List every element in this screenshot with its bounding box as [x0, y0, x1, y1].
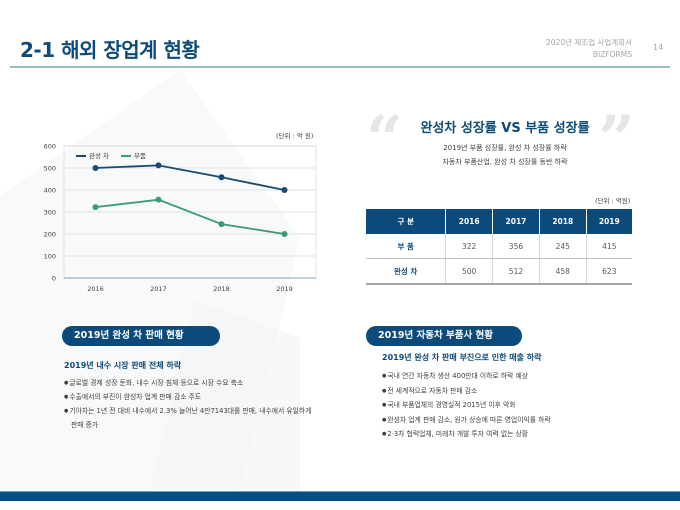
- table-cell: 245: [539, 234, 587, 259]
- table-row-label: 부 품: [366, 234, 447, 259]
- series-line-1: [95, 198, 285, 235]
- table-row: 완성 차 500 512 458 623: [366, 258, 632, 285]
- x-tick-label: 2017: [150, 285, 167, 293]
- table-cell: 512: [492, 258, 540, 285]
- section-pill-left: 2019년 완성 차 판매 현황: [62, 326, 220, 346]
- x-tick-label: 2019: [276, 285, 293, 293]
- left-subheading: 2019년 내수 시장 판매 전체 하락: [64, 361, 182, 370]
- data-point: [218, 174, 225, 181]
- table-cell: 415: [586, 234, 632, 259]
- y-tick-label: 200: [44, 231, 56, 239]
- y-tick-label: 100: [44, 253, 56, 261]
- brand-name: BIZFORMS: [592, 50, 632, 59]
- table-header-cell: 2019: [586, 209, 632, 234]
- y-tick-label: 600: [44, 143, 56, 151]
- table-header-row: 구 분 2016 2017 2018 2019: [366, 209, 632, 234]
- y-tick-label: 0: [52, 275, 56, 283]
- table-cell: 500: [445, 258, 494, 285]
- list-item: 수출에서의 부진이 완성차 업계 판매 감소 주도: [64, 391, 316, 405]
- chart-unit-label: (단위 : 억 원): [276, 132, 314, 140]
- list-item: 전 세계적으로 자동차 판매 감소: [382, 385, 632, 400]
- table-row: 부 품 322 356 245 415: [366, 234, 632, 259]
- data-point: [92, 204, 99, 211]
- list-item: 2·3차 협력업체, 미래차 개발 투자 여력 없는 상황: [382, 428, 632, 443]
- title-divider: [10, 66, 670, 68]
- list-item: 글로벌 경제 성장 둔화, 내수 시장 침체 등으로 시장 수요 축소: [64, 377, 316, 391]
- table-header-cell: 2017: [492, 209, 540, 234]
- comparison-title: 완성차 성장률 VS 부품 성장률: [420, 121, 590, 136]
- legend-label: 부품: [134, 152, 146, 160]
- footer-band: [0, 492, 680, 501]
- line-chart: 0 100 200 300 400 500 600 2016 2017 2018 2019 완성 …: [44, 143, 317, 293]
- list-item: 완성차 업계 판매 감소, 원가 상승에 따른 영업이익률 하락: [382, 414, 632, 429]
- x-tick-label: 2018: [213, 285, 230, 293]
- table-cell: 322: [445, 234, 494, 259]
- data-point: [155, 196, 162, 203]
- table-header-cell: 구 분: [366, 209, 447, 234]
- y-tick-label: 300: [44, 209, 56, 217]
- page-title: 2-1 해외 장업계 현황: [20, 38, 200, 62]
- list-item: 기아차는 1년 전 대비 내수에서 2.3% 늘어난 4만7143대를 판매, …: [64, 405, 316, 432]
- open-quote-icon: “: [366, 102, 403, 177]
- data-point: [281, 187, 288, 193]
- document-name: 2020년 제조업 사업계획서: [546, 38, 632, 47]
- table-unit-label: (단위 : 억원): [595, 197, 631, 205]
- legend-label: 완성 차: [89, 151, 109, 160]
- data-table: 구 분 2016 2017 2018 2019 부 품 322 356 245 …: [366, 209, 632, 285]
- table-row-label: 완성 차: [366, 258, 447, 285]
- y-tick-label: 500: [44, 165, 56, 173]
- series-line-0: [95, 164, 285, 191]
- x-tick-label: 2016: [87, 285, 104, 293]
- list-item: 국내 연간 자동차 생산 400만대 이하로 하락 예상: [382, 370, 632, 385]
- section-pill-right: 2019년 자동차 부품사 현황: [366, 326, 522, 346]
- footer-rule: [0, 491, 680, 492]
- right-subheading: 2019년 완성 차 판매 부진으로 인한 매출 하락: [382, 353, 542, 362]
- left-bullet-list: 글로벌 경제 성장 둔화, 내수 시장 침체 등으로 시장 수요 축소 수출에서…: [64, 377, 316, 432]
- data-point: [92, 165, 99, 171]
- data-point: [155, 162, 162, 169]
- list-item: 국내 부품업체의 경영실적 2015년 이후 악화: [382, 399, 632, 414]
- table-cell: 356: [492, 234, 540, 259]
- comparison-line-1: 2019년 부품 성장률, 완성 차 성장률 하락: [443, 144, 567, 152]
- comparison-line-2: 자동차 부품산업, 완성 차 성장률 동반 하락: [442, 158, 568, 166]
- table-cell: 623: [586, 258, 632, 285]
- right-bullet-list: 국내 연간 자동차 생산 400만대 이하로 하락 예상 전 세계적으로 자동차…: [382, 370, 632, 443]
- table-cell: 458: [539, 258, 587, 285]
- table-header-cell: 2016: [445, 209, 494, 234]
- page-number: 14: [653, 43, 664, 52]
- table-header-cell: 2018: [539, 209, 587, 234]
- close-quote-icon: ”: [598, 102, 635, 177]
- document-title: 2020년 제조업 사업계획서 BIZFORMS: [546, 37, 632, 61]
- data-point: [281, 231, 288, 237]
- data-point: [218, 221, 225, 228]
- y-tick-label: 400: [44, 187, 56, 195]
